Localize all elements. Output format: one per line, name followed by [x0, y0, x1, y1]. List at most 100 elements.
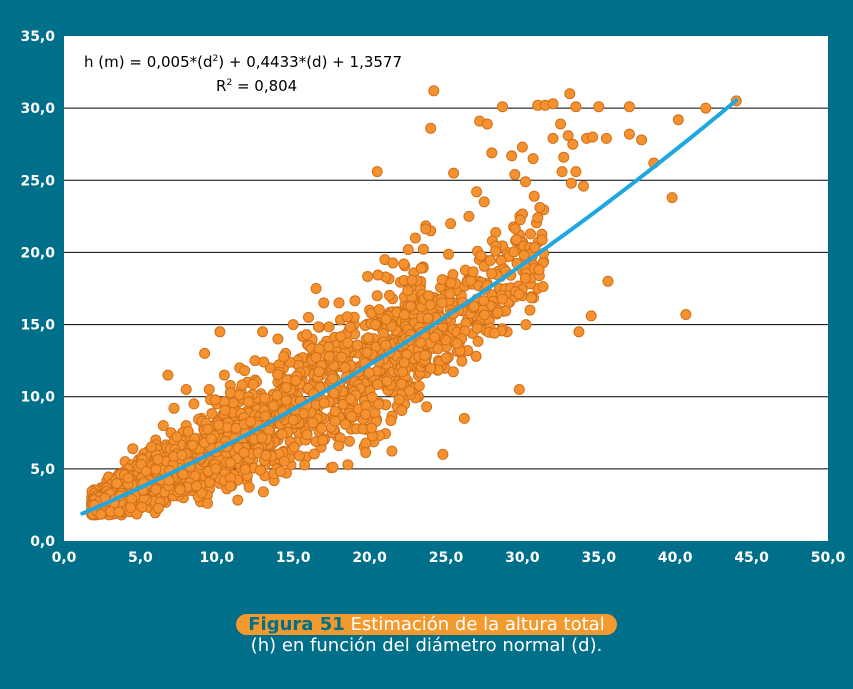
data-point [313, 321, 324, 333]
data-point [150, 464, 162, 476]
data-point [558, 151, 570, 163]
data-point [113, 506, 125, 518]
data-point [528, 190, 540, 202]
data-point [404, 385, 416, 397]
data-point [206, 408, 218, 420]
data-point [672, 114, 684, 126]
data-point [415, 262, 427, 274]
data-point [224, 480, 236, 492]
y-axis-ticks: 0,0 5,0 10,0 15,0 20,0 25,0 30,0 35,0 [20, 29, 55, 550]
data-point [470, 350, 482, 362]
data-point [310, 351, 322, 363]
data-point [337, 398, 349, 410]
data-point [323, 350, 335, 362]
data-point [413, 380, 425, 392]
data-point [425, 362, 437, 374]
data-point [259, 410, 271, 422]
x-tick-label: 25,0 [429, 550, 464, 566]
data-point [327, 461, 339, 473]
r-squared: R2 = 0,804 [216, 77, 297, 95]
data-point [308, 448, 320, 460]
data-point [380, 313, 392, 325]
data-point [125, 502, 136, 514]
data-point [463, 210, 475, 222]
data-point [396, 378, 408, 390]
x-tick-label: 40,0 [658, 550, 693, 566]
data-point [475, 250, 487, 262]
data-point [489, 327, 501, 339]
data-point [171, 431, 183, 443]
data-point [243, 396, 254, 408]
data-point [362, 271, 374, 282]
y-tick-label: 25,0 [20, 173, 55, 189]
data-point [122, 472, 134, 484]
data-point [168, 402, 180, 414]
data-point [247, 378, 259, 390]
data-point [456, 355, 468, 367]
data-point [533, 264, 545, 276]
data-point [486, 268, 498, 280]
data-point [369, 319, 381, 331]
data-point [360, 408, 371, 420]
caption-line-1: Estimación de la altura total [350, 614, 605, 635]
caption-highlight: Figura 51 Estimación de la altura total [236, 614, 617, 635]
data-point [384, 289, 395, 301]
data-point [327, 373, 339, 385]
data-point [562, 130, 574, 142]
data-point [335, 331, 347, 343]
x-axis-ticks: 0,0 5,0 10,0 15,0 20,0 25,0 30,0 35,0 40,0 45,0 50… [52, 550, 846, 566]
data-point [136, 501, 148, 513]
data-point [287, 319, 299, 331]
data-point [202, 423, 214, 435]
data-point [219, 404, 231, 416]
data-point [318, 297, 330, 309]
data-point [419, 349, 431, 361]
data-point [245, 416, 257, 428]
data-point [436, 297, 448, 309]
data-point [340, 418, 351, 430]
data-point [232, 494, 244, 506]
data-point [280, 381, 292, 393]
data-point [239, 463, 251, 475]
chart-area: 0,0 5,0 10,0 15,0 20,0 25,0 30,0 35,0 0,0 5,0 10,… [20, 29, 846, 566]
data-point [534, 202, 546, 213]
data-point [301, 429, 313, 441]
data-point [398, 309, 410, 321]
data-point [234, 389, 245, 401]
data-point [445, 277, 457, 289]
data-point [409, 232, 421, 244]
data-point [509, 169, 521, 180]
data-point [587, 131, 599, 143]
data-point [490, 245, 502, 257]
data-point [680, 309, 692, 320]
data-point [468, 300, 480, 312]
data-point [519, 272, 531, 284]
x-tick-label: 5,0 [128, 550, 153, 566]
data-point [506, 150, 518, 162]
data-point [111, 478, 123, 489]
data-point [428, 85, 440, 97]
data-point [593, 101, 605, 113]
data-point [547, 98, 559, 110]
y-tick-label: 0,0 [30, 534, 55, 550]
data-point [150, 483, 162, 495]
data-point [421, 401, 433, 413]
data-point [385, 415, 397, 427]
data-point [447, 366, 459, 378]
data-point [440, 352, 452, 364]
data-point [536, 234, 548, 246]
data-point [152, 453, 164, 465]
data-point [203, 384, 215, 395]
data-point [573, 326, 585, 338]
data-point [345, 393, 356, 405]
data-point [371, 166, 383, 178]
data-point [362, 332, 374, 344]
data-point [271, 389, 283, 401]
y-tick-label: 20,0 [20, 245, 55, 261]
data-point [257, 326, 269, 338]
caption-line-2: (h) en función del diámetro normal (d). [250, 635, 603, 656]
data-point [402, 285, 414, 296]
x-tick-label: 50,0 [811, 550, 846, 566]
data-point [323, 321, 335, 333]
data-point [366, 391, 378, 403]
